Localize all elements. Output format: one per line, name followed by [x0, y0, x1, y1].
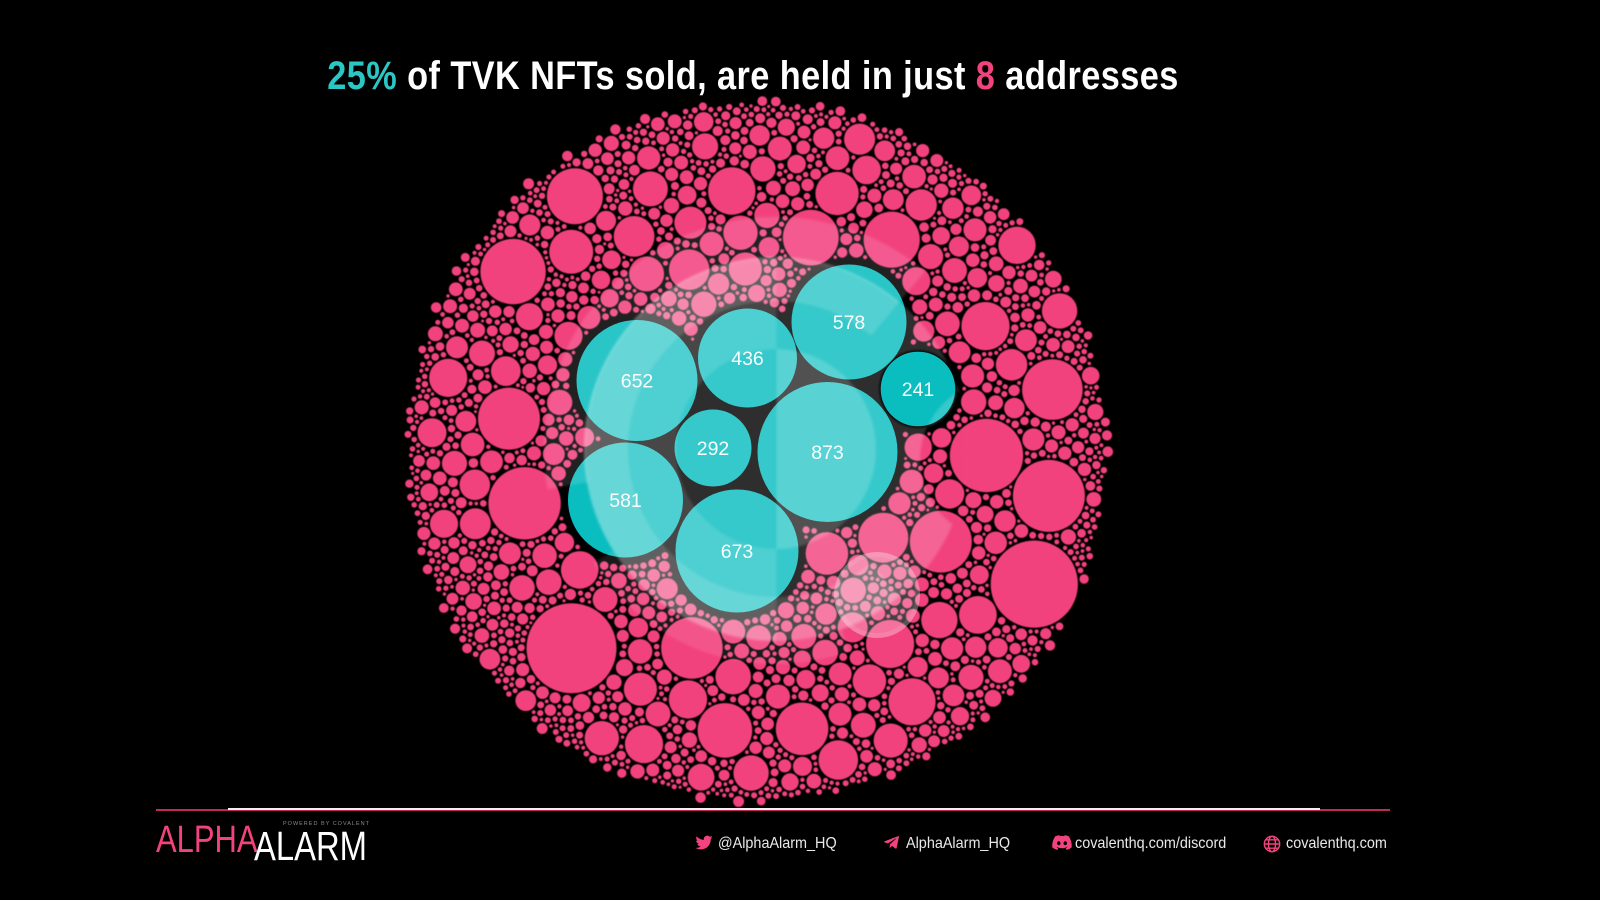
- svg-text:673: 673: [721, 541, 754, 563]
- svg-text:436: 436: [731, 348, 764, 370]
- svg-text:578: 578: [833, 312, 866, 334]
- svg-text:292: 292: [697, 438, 730, 460]
- svg-text:581: 581: [609, 490, 642, 512]
- svg-text:873: 873: [811, 442, 844, 464]
- svg-text:241: 241: [902, 379, 935, 401]
- svg-text:652: 652: [621, 371, 654, 393]
